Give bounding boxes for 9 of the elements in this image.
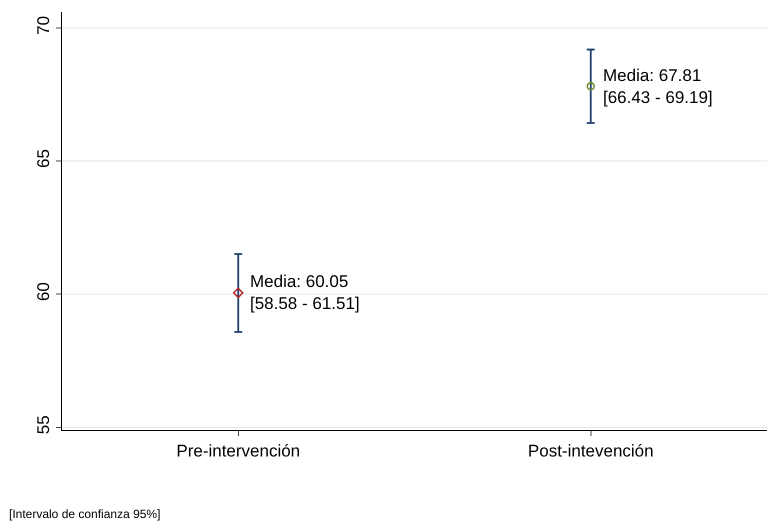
y-tick-label: 70 — [34, 16, 54, 35]
text: [Intervalo de confianza 95%] — [9, 507, 160, 521]
x-tick-label: Post-intevención — [528, 441, 654, 460]
annotation: Media: 67.81 [66.43 - 69.19] — [603, 66, 713, 108]
y-tick-label: 55 — [34, 415, 54, 434]
y-tick-label: 65 — [34, 149, 54, 168]
y-tick-label: 60 — [34, 282, 54, 302]
annotation: Media: 60.05 [58.58 - 61.51] — [250, 272, 360, 314]
x-tick-label: Pre-intervención — [176, 441, 300, 460]
